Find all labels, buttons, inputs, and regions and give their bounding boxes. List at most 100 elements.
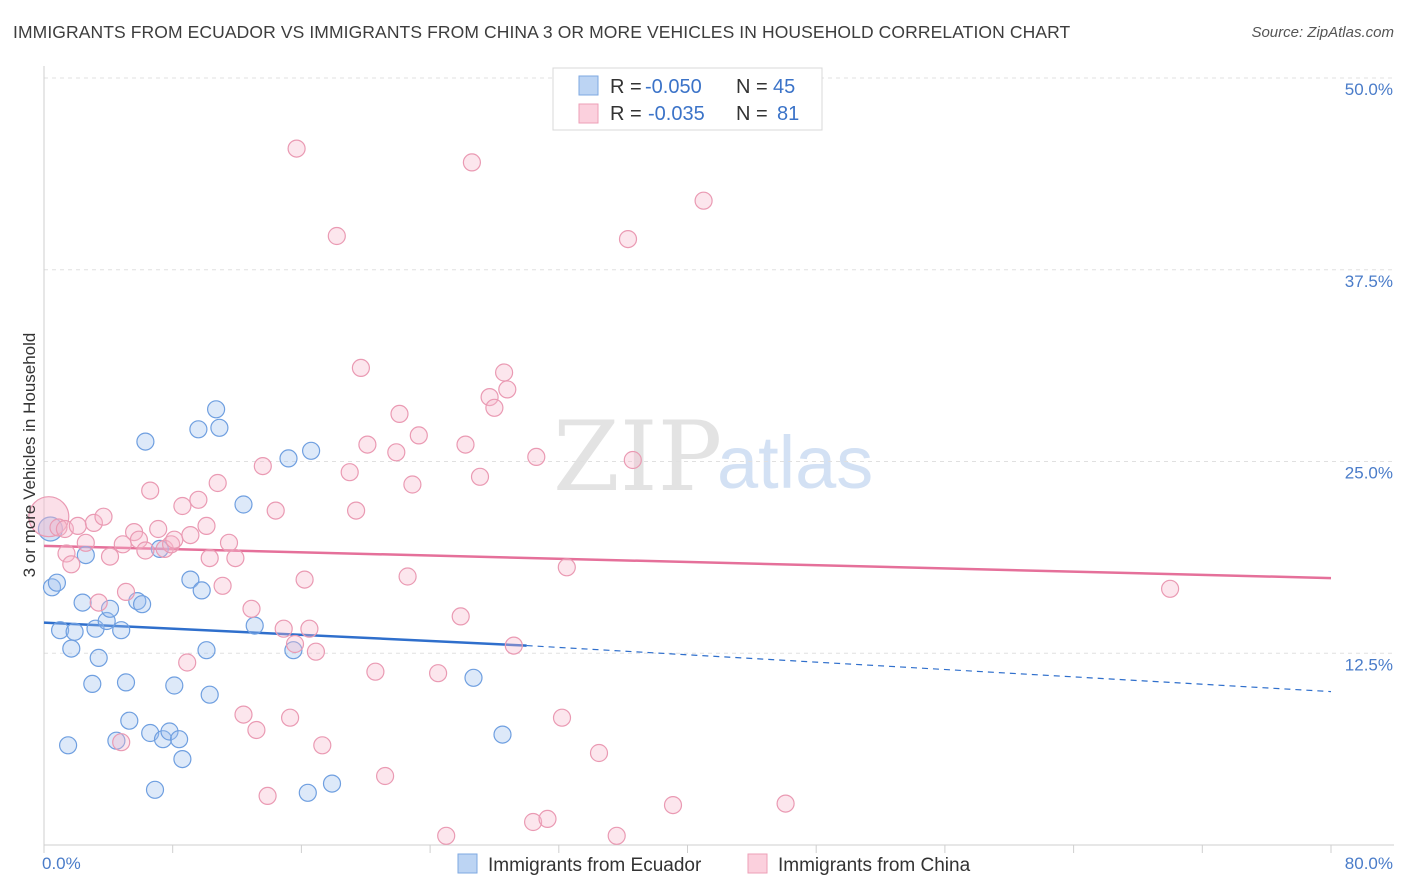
point-china-39 bbox=[281, 708, 300, 727]
source-credit: Source: ZipAtlas.com bbox=[1251, 24, 1394, 41]
trend-line-ecuador bbox=[43, 621, 527, 647]
point-china-0 bbox=[28, 496, 70, 538]
data-points bbox=[28, 139, 1180, 845]
point-ecuador-5 bbox=[62, 639, 81, 658]
point-ecuador-3 bbox=[50, 621, 70, 640]
point-ecuador-23 bbox=[150, 539, 169, 559]
point-ecuador-28 bbox=[173, 749, 192, 769]
axes bbox=[43, 66, 1394, 853]
point-china-64 bbox=[480, 388, 499, 407]
point-china-55 bbox=[398, 567, 417, 586]
legend-n-value-ecuador: 45 bbox=[773, 76, 795, 98]
point-china-63 bbox=[470, 467, 490, 486]
point-china-25 bbox=[189, 490, 208, 509]
point-china-23 bbox=[178, 653, 197, 672]
point-ecuador-9 bbox=[83, 674, 102, 694]
point-ecuador-38 bbox=[279, 449, 298, 468]
y-axis-label: 3 or more Vehicles in Household bbox=[20, 333, 39, 578]
point-china-28 bbox=[208, 473, 227, 493]
point-china-54 bbox=[390, 404, 409, 423]
point-ecuador-15 bbox=[112, 621, 131, 640]
point-ecuador-27 bbox=[170, 730, 189, 749]
point-china-76 bbox=[618, 230, 638, 249]
point-china-56 bbox=[403, 475, 422, 494]
point-ecuador-18 bbox=[136, 432, 155, 451]
point-china-21 bbox=[165, 530, 184, 549]
point-china-11 bbox=[112, 733, 131, 752]
point-china-33 bbox=[242, 599, 261, 618]
point-ecuador-17 bbox=[120, 711, 139, 730]
point-ecuador-33 bbox=[200, 685, 219, 704]
point-china-29 bbox=[213, 576, 232, 595]
point-china-13 bbox=[116, 582, 136, 602]
chart-title: IMMIGRANTS FROM ECUADOR VS IMMIGRANTS FR… bbox=[13, 22, 1071, 42]
point-china-57 bbox=[409, 426, 428, 445]
point-ecuador-11 bbox=[89, 648, 108, 668]
y-tick-label-1: 25.0% bbox=[1345, 464, 1393, 483]
point-china-61 bbox=[456, 435, 475, 454]
legend-n-value-china: 81 bbox=[777, 103, 799, 125]
x-tick-label-min: 0.0% bbox=[42, 854, 81, 873]
point-china-34 bbox=[247, 720, 266, 740]
point-ecuador-43 bbox=[464, 668, 483, 687]
point-ecuador-44 bbox=[493, 725, 512, 744]
point-ecuador-8 bbox=[76, 545, 95, 565]
watermark: ZIP atlas bbox=[553, 401, 873, 513]
point-china-45 bbox=[313, 736, 332, 755]
y-tick-label-2: 37.5% bbox=[1345, 272, 1393, 291]
point-ecuador-29 bbox=[181, 570, 200, 589]
point-china-26 bbox=[197, 516, 216, 536]
trend-line-china bbox=[43, 544, 1332, 580]
point-china-62 bbox=[462, 153, 481, 172]
point-china-17 bbox=[141, 481, 160, 500]
legend-swatch-ecuador bbox=[578, 75, 599, 96]
legend: R = -0.050 N = 45 R = -0.035 N = 81 bbox=[552, 67, 823, 131]
legend-swatch-china bbox=[578, 103, 599, 124]
point-china-68 bbox=[504, 636, 523, 655]
point-china-52 bbox=[376, 766, 395, 786]
x-tick-labels: 0.0% 80.0% bbox=[42, 854, 1393, 873]
point-china-78 bbox=[663, 795, 683, 815]
legend-n-label-china: N = bbox=[736, 103, 768, 125]
point-china-16 bbox=[136, 541, 155, 560]
grid-lines bbox=[44, 77, 1394, 654]
point-china-51 bbox=[366, 662, 385, 681]
point-ecuador-25 bbox=[160, 722, 179, 741]
point-china-3 bbox=[57, 544, 76, 563]
point-china-15 bbox=[129, 530, 148, 549]
point-ecuador-36 bbox=[234, 495, 253, 514]
point-ecuador-22 bbox=[145, 780, 165, 799]
point-ecuador-32 bbox=[197, 641, 216, 660]
point-china-19 bbox=[155, 539, 174, 559]
point-china-50 bbox=[358, 435, 377, 454]
point-china-74 bbox=[589, 743, 609, 763]
legend-r-value-china: -0.035 bbox=[648, 103, 705, 125]
point-china-1 bbox=[49, 518, 68, 537]
point-china-30 bbox=[219, 533, 239, 552]
point-china-59 bbox=[437, 826, 456, 845]
point-china-42 bbox=[295, 570, 314, 589]
point-china-49 bbox=[351, 358, 370, 377]
point-china-31 bbox=[226, 548, 245, 568]
y-tick-label-0: 12.5% bbox=[1345, 655, 1393, 674]
point-china-36 bbox=[258, 786, 277, 806]
point-china-24 bbox=[181, 525, 200, 545]
bottom-legend-label-ecuador: Immigrants from Ecuador bbox=[488, 855, 702, 876]
point-ecuador-2 bbox=[47, 573, 67, 592]
point-ecuador-6 bbox=[65, 622, 84, 641]
bottom-legend-swatch-ecuador bbox=[457, 853, 478, 874]
point-ecuador-42 bbox=[322, 774, 342, 793]
legend-r-label-china: R = bbox=[610, 103, 642, 125]
point-china-8 bbox=[89, 593, 108, 612]
point-china-40 bbox=[285, 634, 305, 654]
point-china-35 bbox=[253, 457, 272, 476]
bottom-legend: Immigrants from Ecuador Immigrants from … bbox=[457, 853, 971, 876]
point-china-79 bbox=[694, 191, 713, 210]
point-china-69 bbox=[523, 812, 543, 832]
bottom-legend-label-china: Immigrants from China bbox=[778, 855, 971, 876]
point-ecuador-4 bbox=[58, 736, 78, 755]
point-china-71 bbox=[538, 809, 557, 829]
watermark-zip: ZIP bbox=[553, 401, 722, 513]
point-ecuador-7 bbox=[73, 593, 92, 612]
